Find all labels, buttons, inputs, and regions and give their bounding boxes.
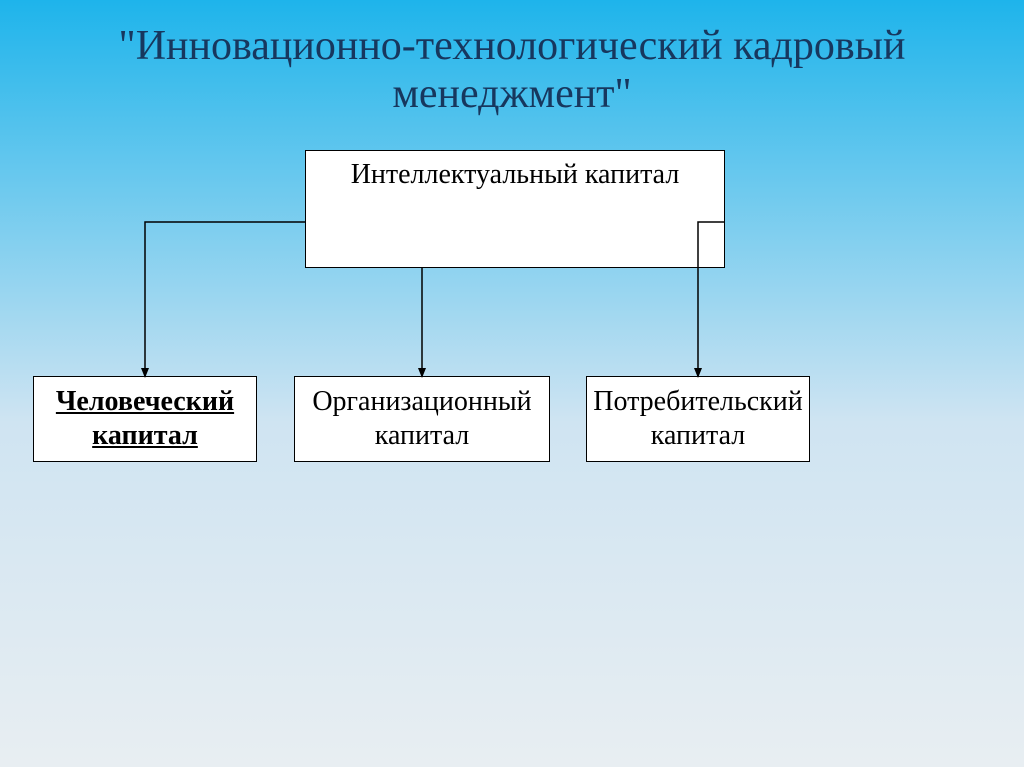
node-root-label: Интеллектуальный капитал (351, 159, 680, 191)
node-child-2-label: Организационный капитал (295, 385, 549, 452)
node-child-1: Человеческий капитал (33, 376, 257, 462)
node-child-3-label: Потребительский капитал (587, 385, 809, 452)
node-root: Интеллектуальный капитал (305, 150, 725, 268)
slide-title: "Инновационно-технологический кадровый м… (0, 22, 1024, 119)
node-child-3: Потребительский капитал (586, 376, 810, 462)
node-child-1-label: Человеческий капитал (34, 385, 256, 452)
node-child-2: Организационный капитал (294, 376, 550, 462)
